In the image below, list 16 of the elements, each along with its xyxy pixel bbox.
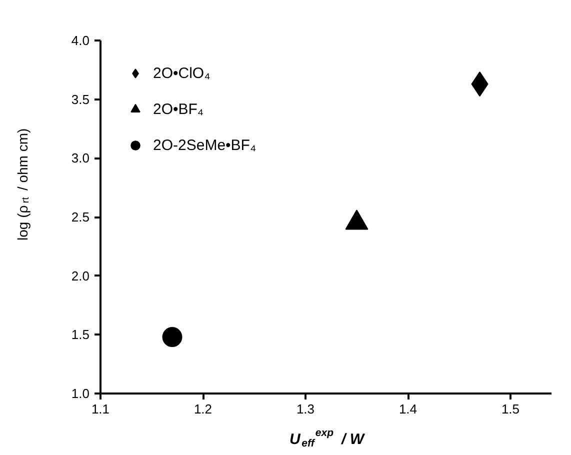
x-tick-label: 1.2 — [194, 402, 212, 416]
x-tick-label: 1.1 — [91, 402, 110, 416]
x-tick-label: 1.5 — [501, 402, 520, 416]
y-tick-label: 3.5 — [71, 92, 90, 107]
y-tick-label: 2.5 — [71, 210, 90, 224]
y-tick-label: 1.5 — [71, 327, 90, 342]
x-tick-label: 1.3 — [296, 402, 315, 416]
legend-label: 2O•BF₄ — [153, 100, 204, 118]
y-tick-label: 3.0 — [71, 150, 90, 166]
legend-label: 2O-2SeMe•BF₄ — [153, 136, 256, 154]
y-tick-label: 2.0 — [71, 268, 90, 284]
y-axis-title: log (ρrt / ohm cm) — [14, 128, 32, 240]
legend-label: 2O•ClO₄ — [153, 64, 210, 82]
x-tick-label: 1.4 — [398, 402, 418, 416]
y-tick-label: 4.0 — [71, 33, 90, 48]
y-tick-label: 1.0 — [71, 386, 90, 401]
